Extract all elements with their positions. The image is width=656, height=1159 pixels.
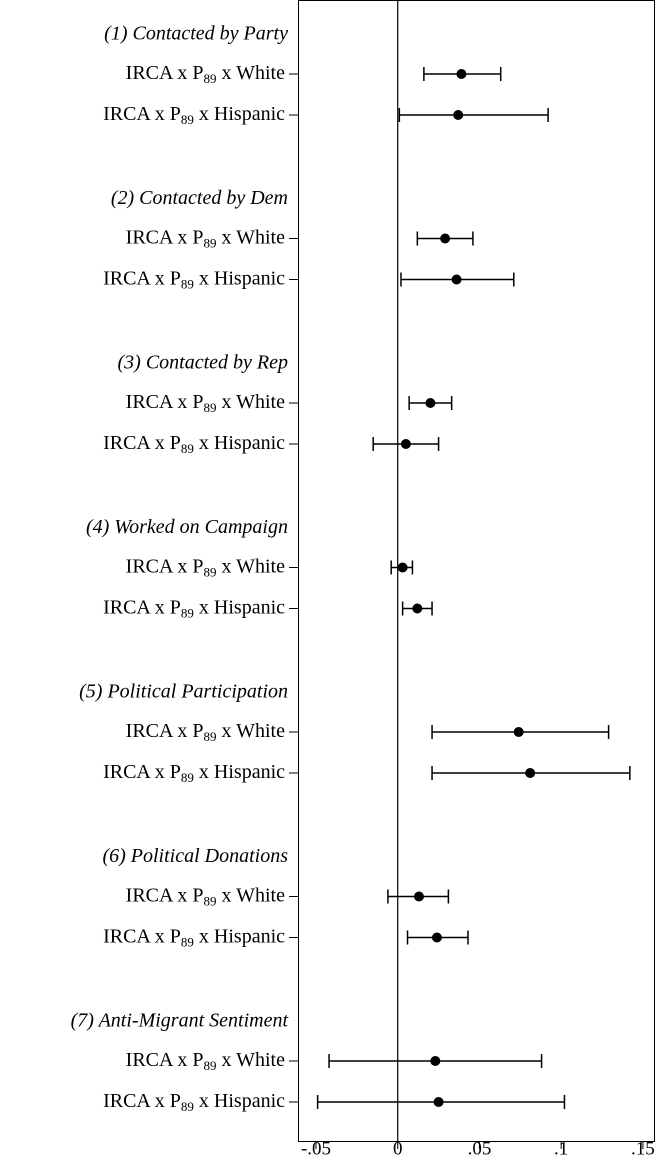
point-estimate — [412, 603, 423, 614]
x-tick-label: .15 — [631, 1138, 655, 1159]
row-label: IRCA x P89 x Hispanic — [103, 761, 285, 785]
row-label: IRCA x P89 x White — [126, 391, 285, 415]
x-tick-label: .05 — [468, 1138, 492, 1159]
row-label: IRCA x P89 x Hispanic — [103, 432, 285, 456]
point-estimate — [440, 233, 451, 244]
row-label: IRCA x P89 x Hispanic — [103, 596, 285, 620]
point-estimate — [431, 932, 442, 943]
point-estimate — [525, 768, 536, 778]
point-estimate — [451, 274, 462, 285]
x-tick-label: 0 — [393, 1138, 403, 1159]
row-label: IRCA x P89 x White — [126, 720, 285, 744]
point-estimate — [425, 398, 436, 408]
group-header: (4) Worked on Campaign — [86, 516, 288, 538]
row-label: IRCA x P89 x White — [126, 62, 285, 86]
x-tick-label: .1 — [554, 1138, 568, 1159]
point-estimate — [397, 562, 408, 573]
point-estimate — [453, 110, 464, 120]
point-estimate — [400, 439, 411, 449]
row-label: IRCA x P89 x Hispanic — [103, 1090, 285, 1114]
point-estimate — [430, 1056, 441, 1066]
group-header: (1) Contacted by Party — [104, 23, 288, 45]
group-header: (7) Anti-Migrant Sentiment — [71, 1010, 289, 1032]
row-label: IRCA x P89 x White — [126, 884, 285, 908]
group-header: (3) Contacted by Rep — [118, 352, 289, 374]
point-estimate — [513, 727, 524, 737]
x-tick-label: -.05 — [301, 1138, 331, 1159]
point-estimate — [413, 891, 424, 902]
row-label: IRCA x P89 x White — [126, 555, 285, 579]
row-label: IRCA x P89 x White — [126, 1049, 285, 1073]
row-label: IRCA x P89 x Hispanic — [103, 267, 285, 291]
point-estimate — [456, 69, 467, 79]
point-estimate — [433, 1097, 444, 1107]
group-header: (2) Contacted by Dem — [111, 187, 288, 209]
group-header: (5) Political Participation — [79, 681, 288, 703]
row-label: IRCA x P89 x White — [126, 226, 285, 250]
row-label: IRCA x P89 x Hispanic — [103, 103, 285, 127]
row-label: IRCA x P89 x Hispanic — [103, 925, 285, 949]
plot-frame — [298, 0, 655, 1142]
group-header: (6) Political Donations — [102, 845, 288, 867]
